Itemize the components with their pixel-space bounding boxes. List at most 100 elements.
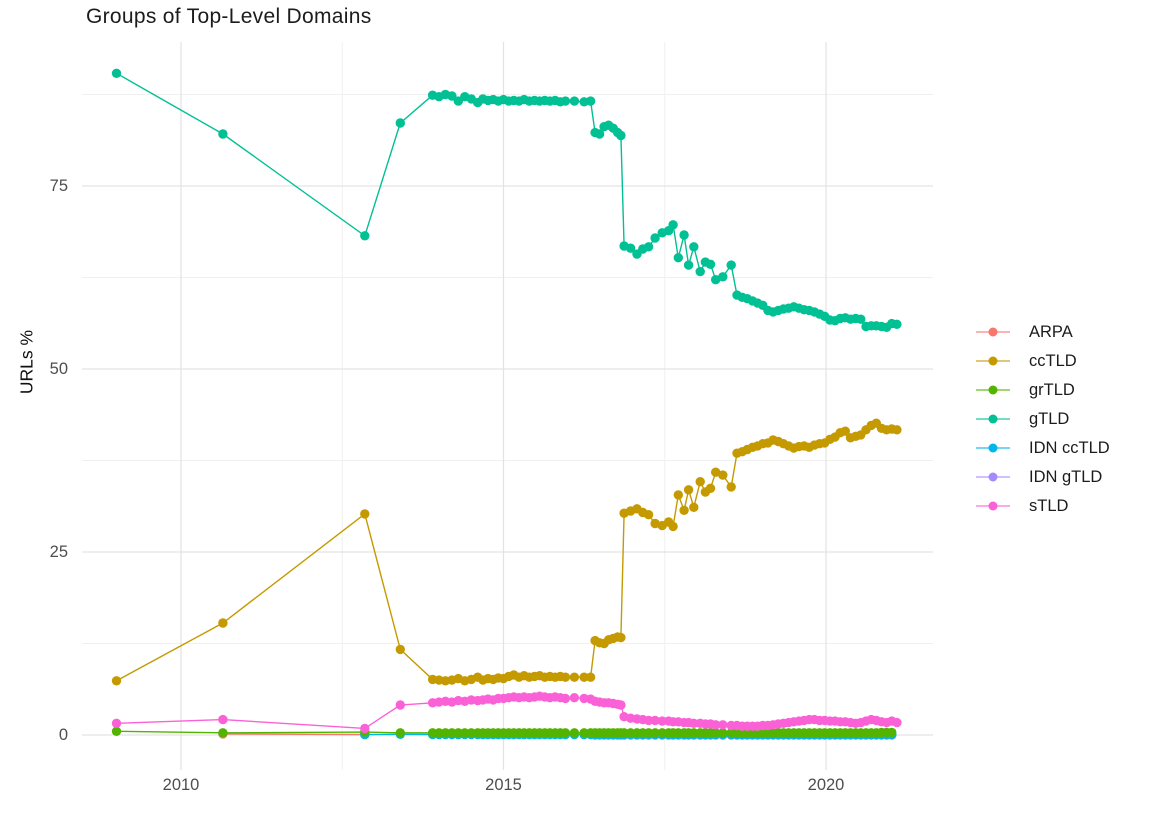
data-point — [650, 233, 660, 243]
data-point — [560, 728, 571, 738]
data-point — [689, 242, 699, 252]
data-point — [569, 728, 580, 738]
series-cctld — [111, 418, 902, 686]
data-point — [668, 521, 678, 532]
legend-item-idn-cctld: IDN ccTLD — [976, 438, 1110, 458]
data-point — [447, 91, 457, 101]
data-point — [560, 693, 571, 704]
data-point — [619, 728, 629, 738]
data-point — [643, 510, 654, 520]
data-point — [560, 96, 571, 106]
data-point — [585, 96, 596, 106]
data-point — [668, 220, 678, 230]
data-point — [643, 715, 654, 726]
data-point — [395, 644, 405, 655]
data-point — [679, 505, 689, 515]
data-point — [360, 723, 370, 734]
data-point — [453, 728, 463, 738]
data-point — [689, 502, 699, 512]
data-point — [616, 130, 626, 141]
data-point — [705, 483, 716, 493]
data-point — [679, 230, 689, 240]
legend-label: IDN gTLD — [1029, 467, 1103, 486]
legend-key-icon — [976, 438, 1010, 458]
legend-label: sTLD — [1029, 496, 1069, 515]
data-point — [579, 728, 589, 738]
data-point — [892, 425, 902, 435]
data-point — [683, 260, 694, 270]
legend: ARPA ccTLD grTLD gTLD IDN ccTLD IDN gTLD sTLD — [976, 322, 1110, 525]
legend-label: ARPA — [1029, 322, 1073, 341]
data-point — [395, 118, 405, 128]
data-point — [695, 477, 705, 487]
legend-item-cctld: ccTLD — [976, 351, 1110, 371]
data-point — [673, 490, 683, 500]
data-point — [625, 243, 636, 253]
chart-title: Groups of Top-Level Domains — [86, 5, 372, 28]
series-gtld — [111, 68, 902, 332]
data-point — [360, 509, 370, 519]
legend-label: ccTLD — [1029, 351, 1077, 370]
data-point — [650, 728, 660, 738]
y-tick-label-25: 25 — [49, 543, 68, 561]
data-point — [395, 700, 405, 710]
data-point — [111, 676, 122, 686]
data-point — [840, 426, 850, 436]
data-point — [726, 482, 736, 492]
data-point — [395, 728, 405, 738]
legend-key-dot — [988, 472, 998, 482]
data-point — [892, 717, 902, 728]
data-point — [218, 728, 228, 738]
data-point — [711, 275, 721, 285]
data-point — [887, 727, 897, 738]
data-point — [218, 618, 228, 628]
data-point — [569, 672, 580, 682]
data-point — [440, 728, 451, 738]
legend-label: gTLD — [1029, 409, 1070, 428]
data-point — [616, 700, 626, 710]
series-grtld — [111, 726, 897, 738]
series-arpa — [218, 729, 370, 740]
legend-item-grtld: grTLD — [976, 380, 1110, 400]
x-tick-label-2010: 2010 — [162, 776, 200, 794]
data-point — [569, 693, 580, 703]
data-point — [579, 672, 589, 682]
legend-key-icon — [976, 467, 1010, 487]
legend-label: IDN ccTLD — [1029, 438, 1110, 457]
y-tick-label-50: 50 — [49, 360, 68, 378]
legend-key-dot — [988, 356, 998, 366]
data-point — [718, 272, 728, 282]
data-point — [111, 726, 122, 736]
data-point — [460, 728, 470, 738]
data-point — [673, 253, 683, 263]
legend-key-dot — [988, 327, 998, 337]
series-line — [222, 733, 365, 736]
legend-key-dot — [988, 501, 998, 511]
data-point — [711, 728, 721, 738]
legend-key-dot — [988, 443, 998, 453]
data-point — [218, 129, 228, 139]
legend-key-icon — [976, 409, 1010, 429]
legend-item-stld: sTLD — [976, 496, 1110, 516]
data-point — [218, 714, 228, 725]
legend-key-icon — [976, 380, 1010, 400]
data-point — [585, 672, 596, 682]
data-point — [111, 718, 122, 728]
data-point — [111, 68, 122, 79]
y-tick-label-75: 75 — [49, 177, 68, 195]
legend-item-idn-gtld: IDN gTLD — [976, 467, 1110, 487]
legend-key-dot — [988, 385, 998, 395]
data-point — [360, 231, 370, 241]
data-point — [718, 470, 728, 480]
data-point — [856, 314, 866, 324]
data-point — [711, 720, 721, 730]
data-point — [560, 672, 571, 682]
data-point — [695, 266, 705, 277]
series-line — [116, 72, 897, 329]
y-tick-label-0: 0 — [58, 726, 68, 744]
data-point — [643, 728, 654, 738]
data-point — [569, 96, 580, 106]
data-point — [705, 259, 716, 269]
data-point — [616, 632, 626, 643]
